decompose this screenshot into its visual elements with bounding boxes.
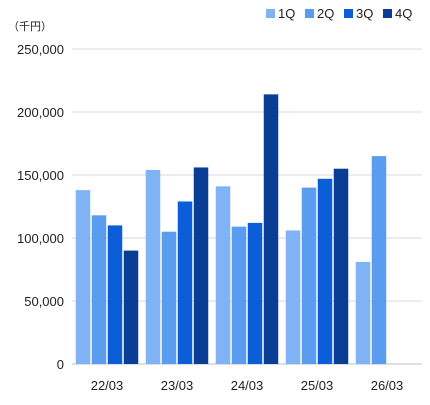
- x-tick-label: 22/03: [91, 378, 124, 393]
- bar-3q-23-03: [177, 201, 193, 364]
- legend-label: 2Q: [317, 6, 334, 21]
- bar-4q-22-03: [123, 250, 139, 364]
- bar-4q-25-03: [333, 168, 349, 364]
- y-tick-label: 100,000: [17, 231, 64, 246]
- y-tick-label: 200,000: [17, 105, 64, 120]
- y-tick-label: 50,000: [24, 294, 64, 309]
- x-axis: 22/03 23/03 24/03 25/03 26/03: [91, 378, 404, 393]
- y-tick-label: 150,000: [17, 168, 64, 183]
- x-tick-label: 24/03: [231, 378, 264, 393]
- bar-1q-22-03: [75, 190, 91, 364]
- bar-1q-25-03: [285, 230, 301, 364]
- y-tick-label: 250,000: [17, 42, 64, 57]
- bar-2q-24-03: [231, 226, 247, 364]
- legend-swatch: [305, 9, 314, 18]
- bars: [75, 94, 387, 365]
- legend: 1Q 2Q 3Q 4Q: [266, 6, 412, 21]
- legend-label: 1Q: [278, 6, 295, 21]
- bar-4q-23-03: [193, 167, 209, 364]
- bar-3q-22-03: [107, 225, 123, 364]
- x-tick-label: 25/03: [301, 378, 334, 393]
- bar-2q-26-03: [371, 156, 387, 364]
- y-axis: 0 50,000 100,000 150,000 200,000 250,000: [17, 42, 64, 372]
- bar-1q-23-03: [145, 169, 161, 364]
- legend-swatch: [344, 9, 353, 18]
- bar-1q-26-03: [355, 261, 371, 364]
- y-tick-label: 0: [57, 357, 64, 372]
- y-unit-label: （千円）: [8, 20, 52, 33]
- bar-1q-24-03: [215, 186, 231, 364]
- x-tick-label: 26/03: [371, 378, 404, 393]
- bar-2q-25-03: [301, 187, 317, 364]
- bar-3q-24-03: [247, 222, 263, 364]
- bar-2q-22-03: [91, 215, 107, 364]
- legend-label: 3Q: [356, 6, 373, 21]
- legend-swatch: [383, 9, 392, 18]
- legend-swatch: [266, 9, 275, 18]
- bar-3q-25-03: [317, 178, 333, 364]
- legend-label: 4Q: [395, 6, 412, 21]
- bar-4q-24-03: [263, 94, 279, 365]
- bar-2q-23-03: [161, 231, 177, 364]
- x-tick-label: 23/03: [161, 378, 194, 393]
